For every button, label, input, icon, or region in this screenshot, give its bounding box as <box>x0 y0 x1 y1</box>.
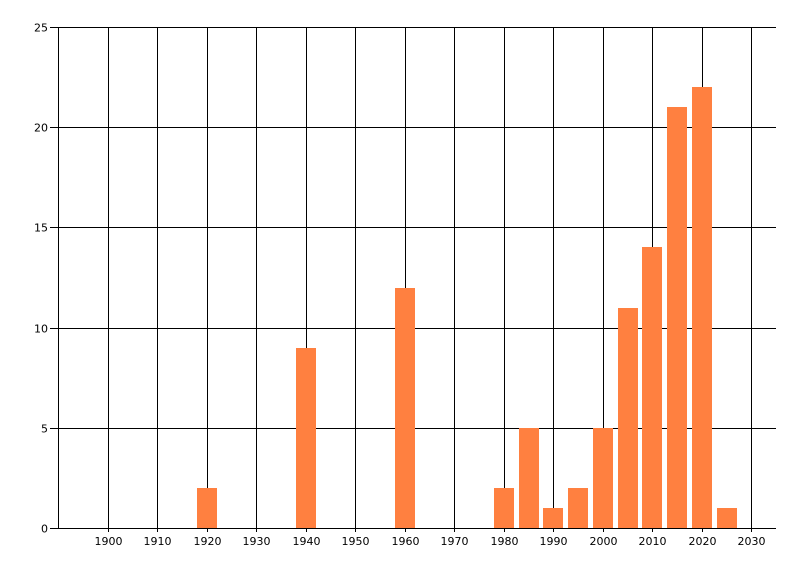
y-tick-label: 5 <box>41 423 48 436</box>
bar-1920 <box>197 488 217 528</box>
bar-1940 <box>296 348 316 528</box>
bar-2015 <box>667 107 687 528</box>
x-tick-label: 2020 <box>689 535 717 548</box>
bar-2000 <box>593 428 613 528</box>
bar-1980 <box>494 488 514 528</box>
bar-2020 <box>692 87 712 528</box>
y-tick-label: 0 <box>41 523 48 536</box>
bar-2010 <box>642 247 662 528</box>
x-tick-label: 1950 <box>342 535 370 548</box>
bar-1990 <box>543 508 563 528</box>
y-tick-label: 15 <box>34 222 48 235</box>
x-tick-label: 1980 <box>491 535 519 548</box>
x-tick-label: 2010 <box>639 535 667 548</box>
bars <box>197 87 737 528</box>
x-tick-label: 1910 <box>144 535 172 548</box>
bar-2025 <box>717 508 737 528</box>
bar-1960 <box>395 288 415 528</box>
bar-2005 <box>618 308 638 528</box>
x-tick-label: 2000 <box>590 535 618 548</box>
y-tick-labels: 0 5 10 15 20 25 <box>34 22 48 536</box>
y-tick-label: 20 <box>34 122 48 135</box>
x-tick-label: 2030 <box>738 535 766 548</box>
x-tick-label: 1970 <box>441 535 469 548</box>
y-tick-label: 10 <box>34 323 48 336</box>
x-tick-label: 1900 <box>95 535 123 548</box>
axes <box>58 27 776 529</box>
bar-1985 <box>519 428 539 528</box>
bar-1995 <box>568 488 588 528</box>
y-tick-label: 25 <box>34 22 48 35</box>
x-tick-label: 1930 <box>243 535 271 548</box>
x-tick-label: 1960 <box>392 535 420 548</box>
x-tick-labels: 1900 1910 1920 1930 1940 1950 1960 1970 1980 1990… <box>95 535 766 548</box>
x-tick-label: 1920 <box>194 535 222 548</box>
x-tick-label: 1990 <box>540 535 568 548</box>
x-tick-label: 1940 <box>293 535 321 548</box>
